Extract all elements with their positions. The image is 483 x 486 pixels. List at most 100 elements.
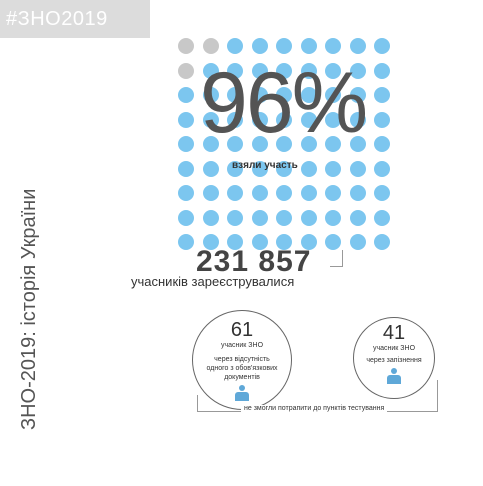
grid-dot	[300, 62, 317, 79]
absent-late-circle: 41 учасник ЗНО через запізнення	[353, 317, 435, 399]
grid-dot	[276, 87, 292, 103]
absent-docs-unit: учасник ЗНО	[220, 342, 264, 349]
grid-dot	[300, 136, 317, 152]
registered-label: учасників зареєструвалися	[131, 274, 295, 289]
grid-dot	[374, 185, 390, 201]
grid-dot	[202, 234, 219, 250]
person-icon	[234, 385, 250, 401]
grid-dot	[349, 111, 366, 128]
grid-dot	[227, 62, 243, 79]
absent-docs-count: 61	[230, 319, 254, 341]
grid-dot	[325, 209, 341, 226]
participation-percent: 96%	[200, 55, 368, 151]
grid-dot	[349, 160, 366, 177]
grid-dot	[178, 160, 194, 177]
grid-dot	[276, 62, 292, 79]
grid-dot	[251, 234, 268, 250]
grid-dot	[325, 111, 341, 128]
grid-dot	[300, 234, 317, 250]
grid-dot	[300, 38, 317, 54]
bracket-line	[330, 250, 343, 267]
absent-late-reason: через запізнення	[366, 357, 422, 364]
grid-dot	[300, 160, 317, 177]
grid-dot	[374, 111, 390, 128]
grid-dot	[276, 185, 292, 201]
grid-dot	[349, 87, 366, 103]
grid-dot	[202, 136, 219, 152]
absent-docs-reason: через відсутність одного з обов'язкових …	[206, 356, 278, 381]
grid-dot	[202, 160, 219, 177]
grid-dot	[325, 160, 341, 177]
grid-dot	[251, 136, 268, 152]
dot-grid	[178, 38, 400, 260]
footer-label: не змогли потрапити до пунктів тестуванн…	[241, 405, 388, 412]
grid-dot	[251, 87, 268, 103]
grid-dot	[300, 185, 317, 201]
grid-dot	[251, 185, 268, 201]
grid-dot	[178, 38, 194, 54]
grid-dot	[251, 209, 268, 226]
grid-dot	[276, 136, 292, 152]
grid-dot	[374, 160, 390, 177]
grid-dot	[178, 209, 194, 226]
grid-dot	[276, 111, 292, 128]
absent-docs-circle: 61 учасник ЗНО через відсутність одного …	[192, 310, 292, 410]
grid-dot	[202, 87, 219, 103]
grid-dot	[325, 234, 341, 250]
grid-dot	[178, 185, 194, 201]
grid-dot	[227, 209, 243, 226]
grid-dot	[202, 185, 219, 201]
grid-dot	[227, 160, 243, 177]
connector-left	[197, 395, 198, 412]
grid-dot	[349, 136, 366, 152]
side-title: ЗНО-2019: історія України	[18, 188, 40, 430]
hashtag-banner: #ЗНО2019	[0, 0, 150, 38]
grid-dot	[300, 87, 317, 103]
grid-dot	[178, 136, 194, 152]
grid-dot	[178, 111, 194, 128]
grid-dot	[349, 185, 366, 201]
grid-dot	[202, 62, 219, 79]
grid-dot	[325, 136, 341, 152]
absent-late-unit: учасник ЗНО	[372, 345, 416, 352]
grid-dot	[227, 136, 243, 152]
grid-dot	[349, 209, 366, 226]
grid-dot	[374, 87, 390, 103]
participation-label: взяли участь	[232, 160, 298, 171]
registered-count: 231 857	[196, 245, 312, 278]
grid-dot	[251, 111, 268, 128]
grid-dot	[349, 38, 366, 54]
grid-dot	[202, 111, 219, 128]
grid-dot	[349, 62, 366, 79]
grid-dot	[251, 160, 268, 177]
connector-right	[437, 380, 438, 412]
grid-dot	[276, 209, 292, 226]
grid-dot	[374, 38, 390, 54]
grid-dot	[251, 62, 268, 79]
grid-dot	[178, 62, 194, 79]
grid-dot	[374, 234, 390, 250]
absent-late-count: 41	[382, 322, 406, 344]
grid-dot	[374, 62, 390, 79]
grid-dot	[300, 111, 317, 128]
grid-dot	[276, 234, 292, 250]
grid-dot	[251, 38, 268, 54]
person-icon	[386, 368, 402, 384]
grid-dot	[349, 234, 366, 250]
grid-dot	[227, 111, 243, 128]
grid-dot	[227, 38, 243, 54]
grid-dot	[325, 38, 341, 54]
grid-dot	[227, 234, 243, 250]
grid-dot	[374, 136, 390, 152]
grid-dot	[202, 209, 219, 226]
grid-dot	[202, 38, 219, 54]
grid-dot	[227, 87, 243, 103]
grid-dot	[276, 38, 292, 54]
grid-dot	[178, 87, 194, 103]
grid-dot	[325, 62, 341, 79]
grid-dot	[276, 160, 292, 177]
grid-dot	[178, 234, 194, 250]
grid-dot	[374, 209, 390, 226]
grid-dot	[325, 185, 341, 201]
grid-dot	[325, 87, 341, 103]
